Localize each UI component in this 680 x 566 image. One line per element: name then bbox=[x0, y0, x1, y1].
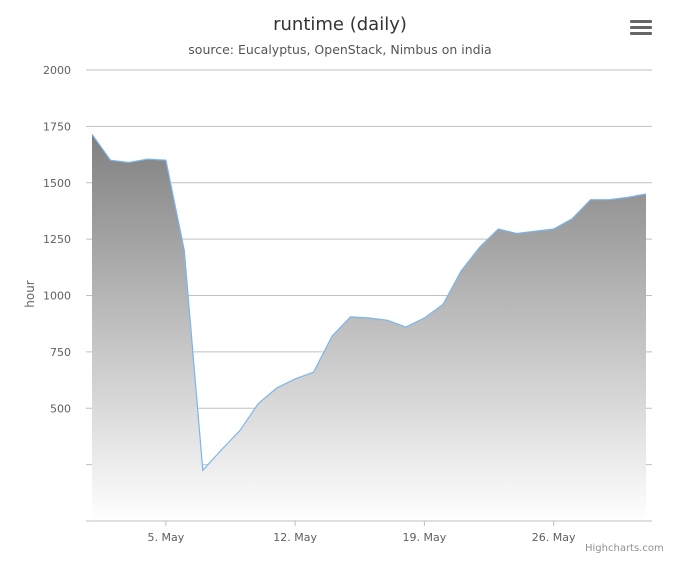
axes: 2000 1750 1500 1250 1000 750 500 5. May 12. May 1… bbox=[43, 64, 652, 544]
x-tick-label: 12. May bbox=[273, 531, 317, 544]
y-tick-label: 1000 bbox=[43, 290, 71, 303]
series-area bbox=[91, 133, 647, 522]
hamburger-menu-icon[interactable] bbox=[630, 20, 652, 38]
y-tick-label: 1750 bbox=[43, 120, 71, 133]
y-tick-label: 1250 bbox=[43, 233, 71, 246]
x-tick-label: 26. May bbox=[532, 531, 576, 544]
menu-bar bbox=[630, 20, 652, 23]
chart-title: runtime (daily) bbox=[273, 14, 407, 35]
highcharts-credit-link[interactable]: Highcharts.com bbox=[585, 543, 664, 554]
y-tick-label: 750 bbox=[50, 346, 71, 359]
y-tick-label: 1500 bbox=[43, 177, 71, 190]
y-tick-label: 500 bbox=[50, 402, 71, 415]
menu-bar bbox=[630, 26, 652, 29]
series-line bbox=[91, 133, 647, 472]
y-tick-label: 2000 bbox=[43, 64, 71, 77]
menu-bar bbox=[630, 32, 652, 35]
y-axis-label: hour bbox=[23, 280, 37, 308]
x-tick-label: 19. May bbox=[403, 531, 447, 544]
area-fill bbox=[92, 134, 646, 522]
chart-subtitle: source: Eucalyptus, OpenStack, Nimbus on… bbox=[188, 42, 492, 57]
x-tick-label: 5. May bbox=[147, 531, 184, 544]
